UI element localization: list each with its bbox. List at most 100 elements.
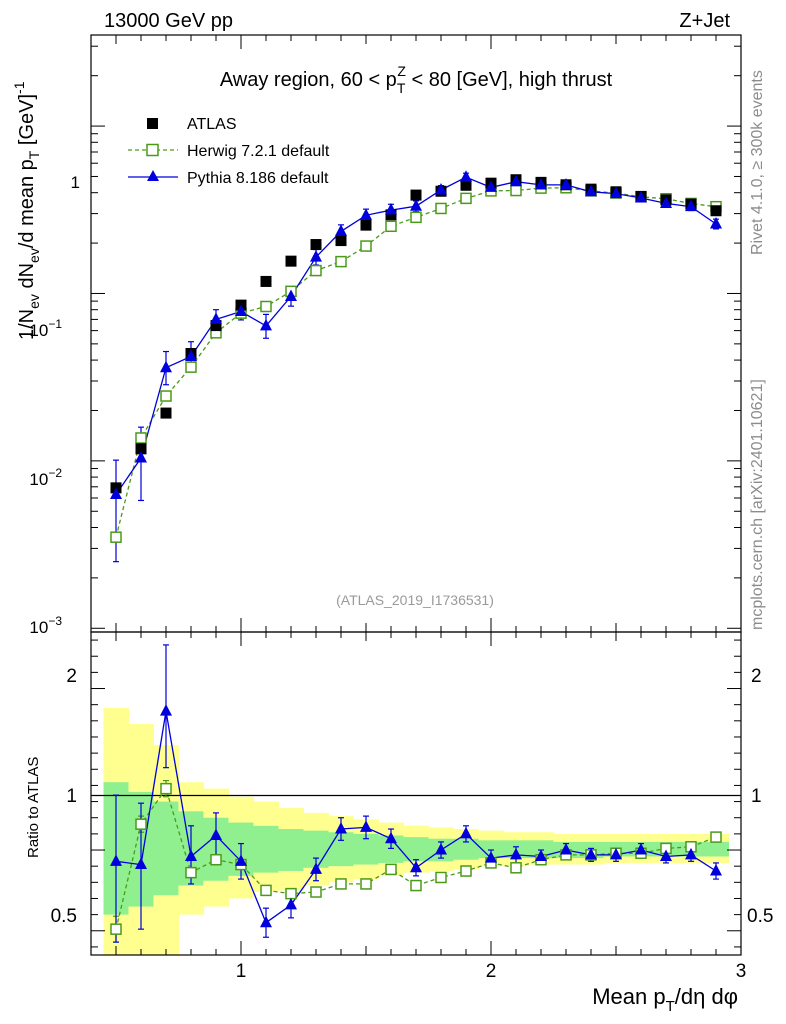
pythia-point <box>535 177 547 190</box>
ratio-pythia-point <box>685 847 697 860</box>
ratio-herwig-point <box>285 887 297 900</box>
ratio-pythia-point <box>460 826 472 839</box>
herwig-point <box>435 202 447 215</box>
header-right: Z+Jet <box>679 10 730 32</box>
herwig-point <box>410 211 422 224</box>
ytick-label-1e-2: 10−2 <box>29 466 62 489</box>
atlas-point <box>135 443 147 455</box>
pythia-point <box>160 360 172 373</box>
atlas-point <box>360 219 372 231</box>
herwig-point <box>160 390 172 402</box>
ratio-herwig-point <box>310 886 322 898</box>
main-ylabel: 1/Nev dNev/d mean pT [GeV]-1 <box>11 81 42 340</box>
herwig-line <box>115 187 717 538</box>
ratio-pythia-point <box>385 831 397 844</box>
ratio-panel: Ratio to ATLAS 2 1 0.5 2 1 0.5 1 2 3 Mea… <box>25 631 773 1015</box>
ratio-pythia-point <box>510 847 522 860</box>
mcplots-label: mcplots.cern.ch [arXiv:2401.10621] <box>749 379 766 630</box>
legend-herwig-marker <box>146 143 159 157</box>
rivet-label: Rivet 4.1.0, ≥ 300k events <box>749 70 766 255</box>
pythia-point <box>435 183 447 195</box>
legend-pythia-label: Pythia 8.186 default <box>187 170 329 187</box>
herwig-point <box>510 184 522 197</box>
pythia-point <box>485 180 497 192</box>
ytick-label-1: 1 <box>71 173 80 192</box>
ratio-band-inner <box>478 840 504 859</box>
pythia-point <box>210 312 222 324</box>
ratio-pythia-point <box>235 854 247 866</box>
pythia-point <box>560 177 572 190</box>
pythia-point <box>110 487 122 499</box>
ratio-pythia-point <box>410 860 422 873</box>
ratio-pythia-point <box>135 857 147 870</box>
pythia-point <box>635 190 647 203</box>
herwig-point <box>185 361 197 373</box>
ratio-pythia-point <box>110 854 122 866</box>
ratio-herwig-point <box>135 818 147 830</box>
herwig-point <box>260 300 272 313</box>
ratio-pythia-point <box>435 843 447 855</box>
ratio-herwig-point <box>460 865 472 877</box>
legend-pythia-marker <box>147 170 159 181</box>
ratio-ylabel: Ratio to ATLAS <box>25 757 42 858</box>
ratio-pythia-point <box>285 897 297 910</box>
ratio-pythia-point <box>160 704 172 716</box>
legend: ATLAS Herwig 7.2.1 default Pythia 8.186 … <box>128 116 330 187</box>
ratio-herwig-point <box>335 878 347 890</box>
atlas-point <box>410 189 422 201</box>
pythia-point <box>260 318 272 331</box>
ratio-ytick-right-2: 2 <box>751 666 762 687</box>
pythia-point <box>685 199 697 212</box>
header-left: 13000 GeV pp <box>104 10 233 32</box>
ytick-label-1e-1: 10−1 <box>29 317 62 340</box>
ratio-herwig-point <box>260 884 272 897</box>
atlas-point <box>335 235 347 247</box>
title-sup: Z <box>397 63 406 79</box>
legend-herwig-label: Herwig 7.2.1 default <box>187 143 330 160</box>
xtick-label-3: 3 <box>736 961 747 982</box>
ratio-herwig-point <box>185 866 197 879</box>
herwig-point <box>135 432 147 444</box>
ratio-herwig-point <box>210 853 222 866</box>
atlas-point <box>460 179 472 191</box>
ratio-pythia-point <box>210 828 222 840</box>
pythia-point <box>185 349 197 362</box>
ratio-herwig-point <box>110 923 122 935</box>
ratio-ytick-right-1: 1 <box>751 786 762 807</box>
pythia-point <box>460 170 472 182</box>
herwig-point <box>110 531 122 543</box>
pythia-point <box>410 199 422 211</box>
title-sub: T <box>397 80 406 96</box>
watermark: (ATLAS_2019_I1736531) <box>336 592 494 608</box>
ratio-herwig-point <box>510 862 522 874</box>
herwig-point <box>385 220 397 233</box>
pythia-point <box>510 174 522 187</box>
pythia-point <box>135 451 147 463</box>
pythia-point <box>285 289 297 301</box>
ratio-frame <box>90 631 742 956</box>
atlas-point <box>160 407 172 419</box>
ratio-pythia-point <box>360 820 372 832</box>
herwig-point <box>460 192 472 205</box>
atlas-point <box>210 320 222 332</box>
pythia-point <box>235 304 247 317</box>
pythia-point <box>610 186 622 199</box>
ratio-pythia-point <box>710 864 722 876</box>
legend-atlas-label: ATLAS <box>187 116 237 133</box>
ratio-pythia-point <box>635 843 647 855</box>
ratio-tick-layer <box>90 632 742 955</box>
atlas-point <box>310 239 322 251</box>
ratio-pythia-point <box>610 847 622 860</box>
ratio-herwig-point <box>710 831 722 843</box>
ratio-pythia-point <box>260 915 272 928</box>
pythia-line <box>115 176 717 495</box>
ratio-pythia-point <box>335 822 347 834</box>
ratio-band-inner <box>278 829 304 872</box>
pythia-point <box>385 203 397 215</box>
xtick-label-2: 2 <box>486 961 497 982</box>
ratio-band-layer <box>103 707 729 955</box>
ratio-band-inner <box>153 801 179 896</box>
ratio-herwig-point <box>435 871 447 884</box>
atlas-point <box>260 275 272 287</box>
